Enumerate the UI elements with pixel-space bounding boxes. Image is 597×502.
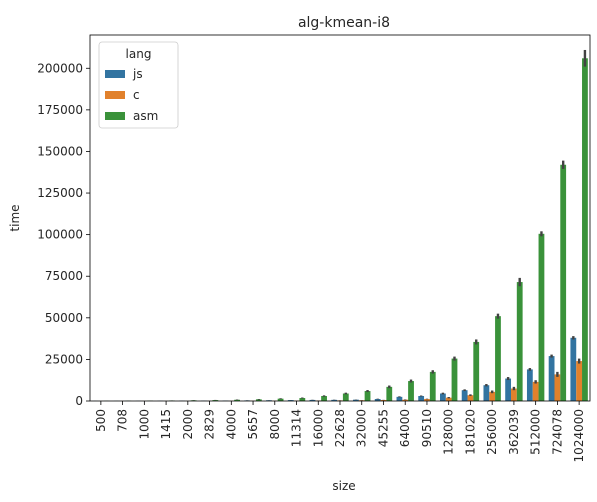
bar-asm-11314 [299,398,306,401]
chart-title: alg-kmean-i8 [298,15,390,31]
bar-js-90510 [418,396,425,401]
x-tick-label: 45255 [376,409,390,447]
legend: lang js c asm [98,41,179,129]
bar-asm-128000 [451,358,458,401]
legend-label-asm: asm [133,109,158,123]
legend-swatch-js [105,70,125,78]
plot-area: 0 25000 50000 75000 100000 125000 150000 175000… [37,34,591,462]
x-tick-label: 181020 [463,409,477,455]
x-tick-label: 90510 [420,409,434,447]
x-tick-label: 11314 [290,409,304,447]
x-tick-label: 64000 [398,409,412,447]
bar-asm-256000 [495,316,501,401]
bar-asm-64000 [408,381,414,401]
bar-js-11314 [287,400,294,401]
bar-asm-362039 [516,282,523,401]
bar-js-45255 [374,399,381,401]
x-tick-label: 128000 [442,409,456,455]
y-tick-label: 0 [75,394,83,408]
x-tick-label: 8000 [268,409,282,440]
y-tick-label: 175000 [37,103,83,117]
y-tick-label: 25000 [45,352,83,366]
x-tick-label: 2000 [181,409,195,440]
x-tick-label: 2829 [203,409,217,440]
bar-c-181020 [467,395,474,401]
bar-asm-90510 [429,371,436,401]
bar-js-724078 [548,356,555,401]
bar-c-1024000 [576,361,583,401]
x-tick-label: 16000 [311,409,325,447]
x-tick-label: 32000 [355,409,369,447]
x-tick-label: 4000 [224,409,238,440]
y-tick-label: 100000 [37,228,83,242]
x-tick-label: 1000 [137,409,151,440]
bar-asm-8000 [277,398,284,401]
x-tick-label: 500 [94,409,108,432]
bar-js-362039 [505,378,512,401]
y-tick-label: 200000 [37,61,83,75]
y-tick-label: 50000 [45,311,83,325]
x-tick-label: 1024000 [572,409,586,462]
y-tick-label: 150000 [37,144,83,158]
y-tick-label: 75000 [45,269,83,283]
bar-asm-45255 [386,386,393,401]
legend-label-c: c [133,88,140,102]
bar-js-22628 [331,399,338,401]
bar-asm-4000 [234,399,240,401]
bar-asm-5657 [255,399,262,401]
y-axis-label: time [8,204,22,231]
legend-box [98,41,179,129]
bar-asm-32000 [364,391,371,401]
x-tick-label: 362039 [507,409,521,455]
bar-c-45255 [380,400,387,401]
x-tick-label: 256000 [485,409,499,455]
bar-js-32000 [353,399,359,401]
bar-c-256000 [489,391,496,401]
bar-c-90510 [424,399,430,401]
bar-asm-1024000 [582,58,588,401]
bar-js-16000 [309,399,316,401]
bar-asm-181020 [473,341,480,401]
bar-js-128000 [440,393,446,401]
y-tick-label: 125000 [37,186,83,200]
bar-js-64000 [396,396,403,401]
x-tick-label: 708 [116,409,130,432]
x-axis-label: size [332,479,355,493]
legend-swatch-c [105,91,125,99]
legend-title: lang [126,47,152,61]
bar-asm-16000 [321,396,327,401]
bar-js-181020 [461,390,468,401]
bar-asm-22628 [342,393,349,401]
x-tick-label: 724078 [550,409,564,455]
bar-asm-2829 [212,400,219,401]
bar-asm-512000 [538,233,545,401]
legend-label-js: js [132,67,143,81]
x-tick-label: 512000 [529,409,543,455]
x-tick-label: 1415 [159,409,173,440]
bar-js-256000 [483,385,490,401]
bar-js-1024000 [570,337,577,401]
x-tick-label: 5657 [246,409,260,440]
bar-c-128000 [445,397,452,401]
legend-swatch-asm [105,112,125,120]
bar-c-724078 [554,374,561,401]
bar-js-512000 [526,369,533,401]
bar-c-512000 [532,381,539,401]
bar-c-64000 [402,399,409,401]
bar-c-362039 [511,388,517,401]
x-tick-label: 22628 [333,409,347,447]
bar-asm-724078 [560,164,567,401]
